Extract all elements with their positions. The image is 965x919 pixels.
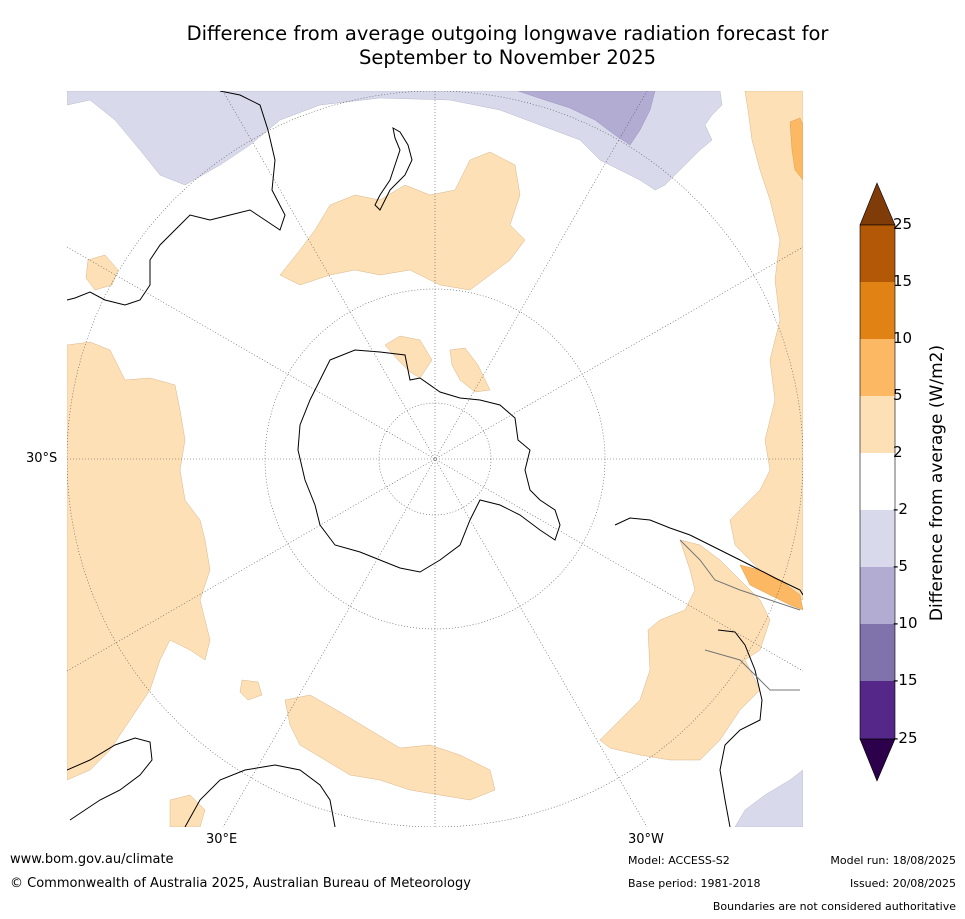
- map-title-line2: September to November 2025: [358, 46, 657, 69]
- map-title-line1: Difference from average outgoing longwav…: [186, 22, 829, 45]
- colorbar-over-triangle: [859, 182, 896, 226]
- new-zealand-coastline: [374, 127, 413, 211]
- anomaly-region-pos-bottom-right: [599, 539, 771, 761]
- colorbar-bin-5-10: [860, 339, 895, 396]
- anomaly-region-pos-nz: [279, 151, 526, 291]
- colorbar-tick-label: -25: [893, 729, 918, 747]
- footer-copyright: © Commonwealth of Australia 2025, Austra…: [10, 876, 471, 891]
- map-title: Difference from average outgoing longwav…: [60, 22, 955, 70]
- footer-disclaimer: Boundaries are not considered authoritat…: [712, 900, 956, 913]
- anomaly-region-pos-small-left: [85, 254, 119, 291]
- anomaly-region-neg-light-top: [67, 91, 723, 191]
- africa-coastline: [67, 737, 153, 821]
- australia-coastline: [67, 91, 286, 306]
- colorbar-bin-neg2-2: [860, 453, 895, 510]
- colorbar-bin-neg25-neg15: [860, 681, 895, 739]
- colorbar-tick-label: 10: [893, 329, 913, 347]
- colorbar-bin-neg15-neg10: [860, 624, 895, 681]
- anomaly-region-neg-light-bottom-right: [734, 769, 803, 827]
- south-america-coastline-2: [717, 629, 763, 827]
- footer-model: Model: ACCESS-S2: [628, 854, 730, 867]
- colorbar-bin-2-5: [860, 396, 895, 453]
- anomaly-region-pos-medium-top-right: [789, 117, 803, 181]
- south-america-coastline: [614, 517, 803, 596]
- graticule-label-30e: 30°E: [206, 832, 238, 847]
- south-america-borders: [679, 539, 801, 691]
- footer-base-period: Base period: 1981-2018: [628, 877, 761, 890]
- graticule: [67, 91, 803, 827]
- colorbar-bin-10-15: [860, 282, 895, 339]
- graticule-label-30s: 30°S: [26, 451, 58, 466]
- anomaly-region-neg-medium-top: [517, 91, 656, 146]
- colorbar-bin-15-25: [860, 225, 895, 282]
- anomaly-region-pos-left: [67, 341, 211, 781]
- anomaly-region-pos-bottom-left: [169, 794, 206, 827]
- colorbar-tick-label: 5: [893, 386, 903, 404]
- colorbar-tick-label: 2: [893, 443, 903, 461]
- footer-issued: Issued: 20/08/2025: [849, 877, 956, 890]
- antarctica-coastline: [297, 349, 561, 573]
- footer-website-link[interactable]: www.bom.gov.au/climate: [10, 852, 174, 867]
- colorbar-tick-label: -5: [893, 557, 908, 575]
- colorbar-under-triangle: [859, 738, 896, 782]
- colorbar-tick-label: -15: [893, 671, 918, 689]
- africa-coastline-2: [184, 764, 336, 827]
- colorbar-tick-label: 15: [893, 272, 913, 290]
- anomaly-region-pos-peninsula: [384, 335, 491, 393]
- anomaly-region-pos-bottom-small: [239, 679, 263, 701]
- colorbar-title: Difference from average (W/m2): [927, 344, 947, 622]
- colorbar-bin-neg10-neg5: [860, 567, 895, 624]
- colorbar: [859, 182, 896, 782]
- map-panel: [67, 91, 803, 827]
- colorbar-tick-label: 25: [893, 215, 913, 233]
- colorbar-tick-label: -10: [893, 614, 918, 632]
- footer-model-run: Model run: 18/08/2025: [830, 854, 956, 867]
- anomaly-region-pos-bottom-center: [284, 694, 496, 801]
- colorbar-tick-label: -2: [893, 500, 908, 518]
- colorbar-bin-neg5-neg2: [860, 510, 895, 567]
- graticule-label-30w: 30°W: [628, 832, 664, 847]
